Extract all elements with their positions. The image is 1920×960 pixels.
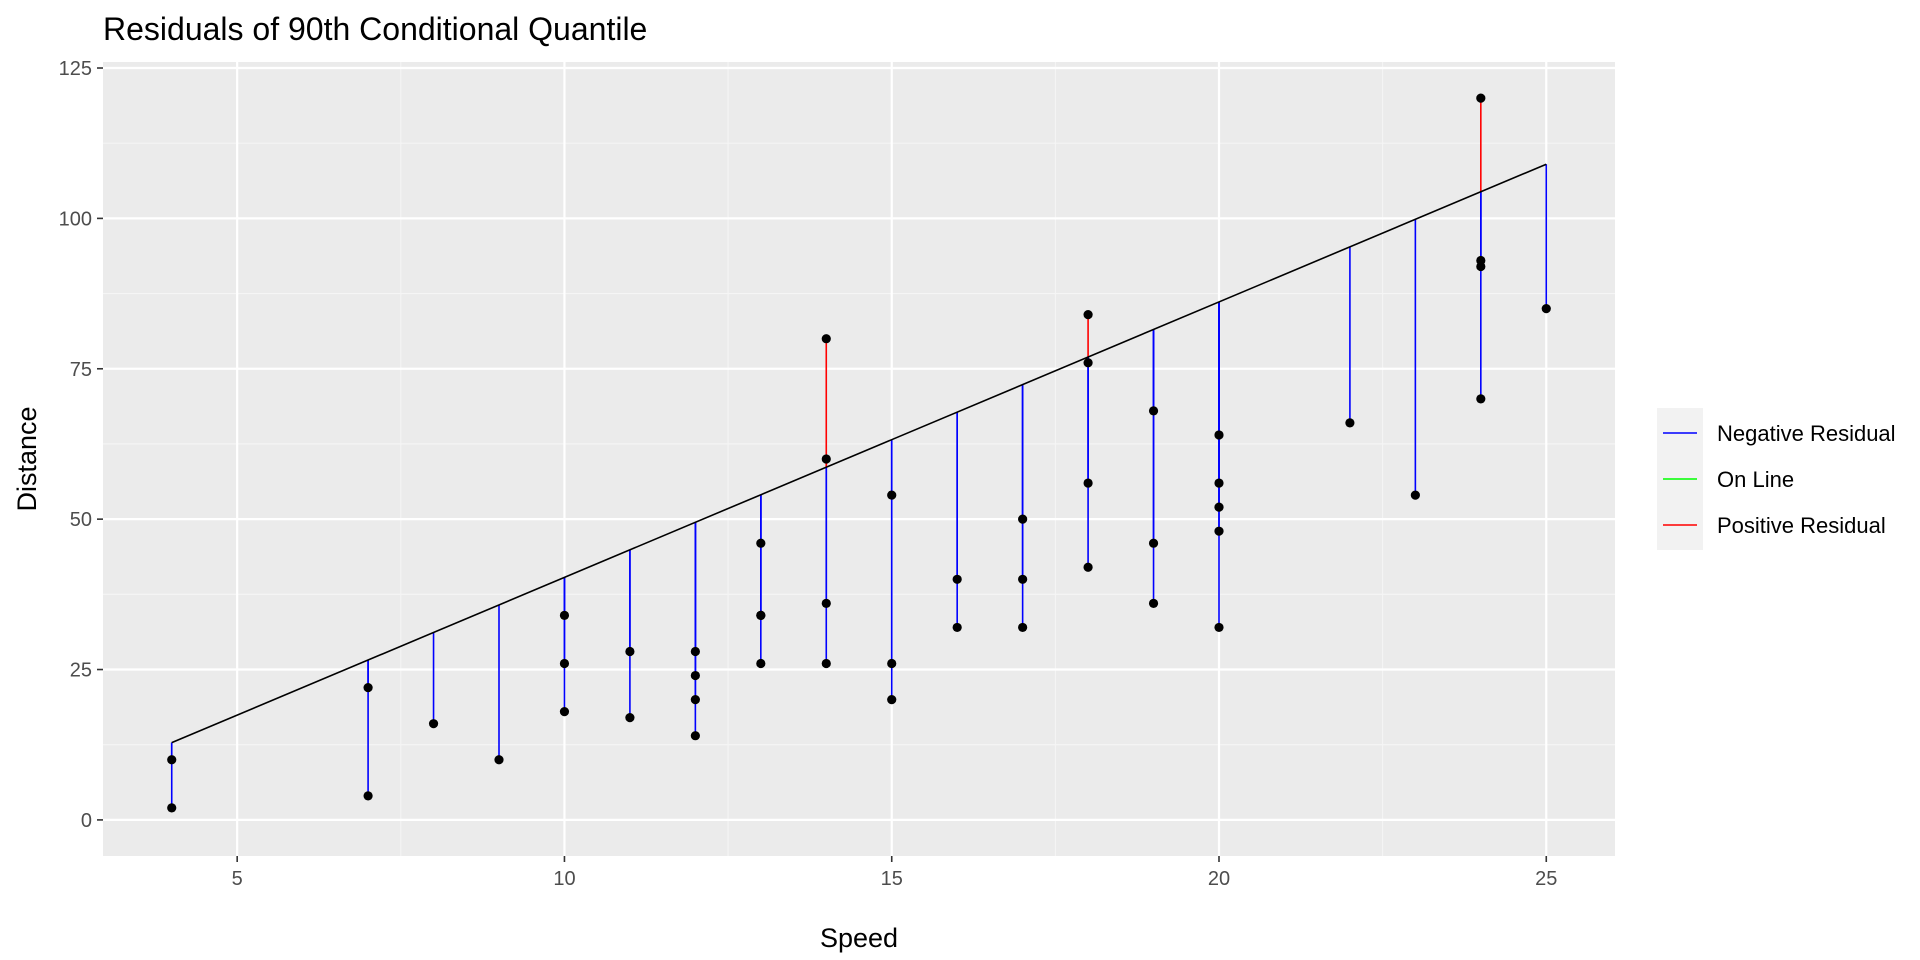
data-point xyxy=(625,713,635,723)
data-point xyxy=(1083,562,1093,572)
data-point xyxy=(559,707,570,717)
data-point xyxy=(559,610,570,620)
data-point xyxy=(1345,418,1355,428)
data-point xyxy=(1476,255,1486,266)
data-points xyxy=(167,93,1551,813)
chart-title: Residuals of 90th Conditional Quantile xyxy=(103,11,647,47)
data-point xyxy=(821,598,831,608)
y-tick-label: 75 xyxy=(70,359,92,381)
data-point xyxy=(1083,478,1093,488)
x-tick-label: 25 xyxy=(1535,868,1557,890)
data-point xyxy=(821,334,831,344)
data-point xyxy=(821,658,831,669)
x-tick-label: 5 xyxy=(232,868,243,890)
y-tick-label: 25 xyxy=(70,660,92,682)
data-point xyxy=(690,731,700,741)
data-point xyxy=(1018,622,1028,633)
data-point xyxy=(887,695,897,705)
data-point xyxy=(1410,490,1420,500)
data-point xyxy=(625,646,635,657)
data-point xyxy=(690,695,700,705)
x-tick-label: 20 xyxy=(1208,868,1230,890)
y-tick-label: 0 xyxy=(81,810,92,832)
legend-label: Positive Residual xyxy=(1717,513,1886,538)
x-tick-label: 15 xyxy=(881,868,903,890)
data-point xyxy=(363,791,373,801)
data-point xyxy=(1148,406,1159,416)
y-axis: 0 25 50 75 100 125 xyxy=(59,58,103,832)
data-point xyxy=(1083,358,1093,368)
data-point xyxy=(887,490,897,500)
data-point xyxy=(1148,598,1159,608)
data-point xyxy=(690,646,700,657)
data-point xyxy=(428,719,439,729)
data-point xyxy=(952,574,962,584)
legend-label: Negative Residual xyxy=(1717,421,1896,446)
data-point xyxy=(1541,304,1551,314)
y-tick-label: 100 xyxy=(59,208,92,230)
residual-segments xyxy=(170,98,1548,808)
data-point xyxy=(167,755,177,765)
data-point xyxy=(1214,526,1224,536)
data-point xyxy=(1148,538,1159,548)
data-point xyxy=(1214,622,1224,633)
quantile-fit-line xyxy=(171,163,1547,744)
data-point xyxy=(756,538,766,548)
data-point xyxy=(559,658,570,669)
data-point xyxy=(756,658,766,669)
data-point xyxy=(756,610,766,620)
y-axis-title: Distance xyxy=(12,406,42,511)
x-axis-title: Speed xyxy=(820,923,898,953)
data-point xyxy=(1018,514,1028,524)
data-point xyxy=(952,622,962,633)
x-axis: 5 10 15 20 25 xyxy=(232,856,1557,890)
data-point xyxy=(1214,502,1224,512)
data-point xyxy=(494,755,504,765)
data-point xyxy=(887,658,897,669)
data-point xyxy=(1083,310,1093,320)
data-point xyxy=(167,803,177,813)
data-point xyxy=(1214,478,1224,488)
plot-panel xyxy=(103,62,1615,856)
data-point xyxy=(1018,574,1028,584)
data-point xyxy=(1214,430,1224,440)
y-tick-label: 50 xyxy=(70,509,92,531)
data-point xyxy=(821,454,831,464)
data-point xyxy=(363,682,373,693)
data-point xyxy=(690,670,700,681)
fit-line-group xyxy=(171,163,1547,744)
legend: Negative Residual On Line Positive Residua… xyxy=(1657,408,1896,550)
data-point xyxy=(1476,394,1486,404)
x-tick-label: 10 xyxy=(553,868,575,890)
data-point xyxy=(1476,93,1486,103)
y-tick-label: 125 xyxy=(59,58,92,80)
legend-label: On Line xyxy=(1717,467,1794,492)
